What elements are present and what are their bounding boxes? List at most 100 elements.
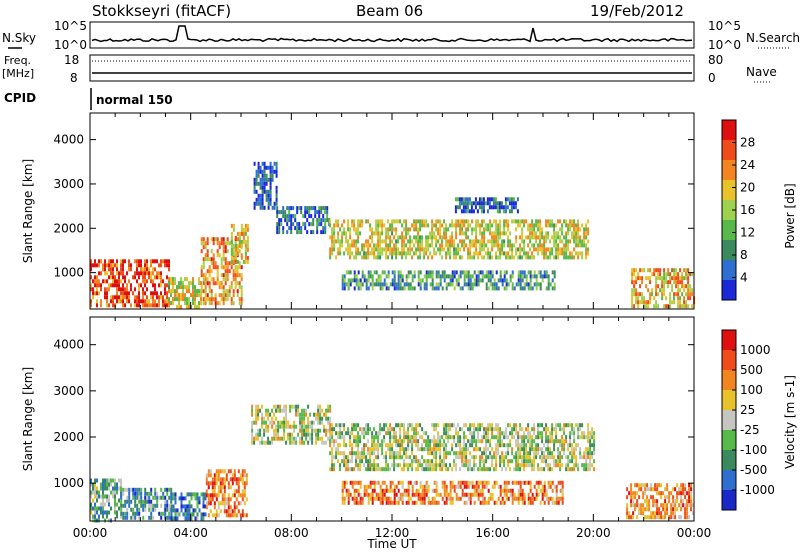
- heatmap-cell: [379, 231, 382, 236]
- heatmap-cell: [506, 205, 509, 210]
- x-tick-label: 12:00: [375, 526, 410, 540]
- heatmap-cell: [226, 269, 229, 274]
- heatmap-cell: [563, 439, 566, 444]
- heatmap-cell: [517, 496, 520, 501]
- heatmap-cell: [212, 261, 215, 266]
- heatmap-cell: [128, 259, 130, 264]
- heatmap-cell: [525, 278, 528, 283]
- heatmap-cell: [339, 239, 342, 244]
- heatmap-cell: [449, 484, 452, 489]
- heatmap-cell: [535, 286, 538, 291]
- heatmap-cell: [150, 295, 152, 300]
- heatmap-cell: [142, 507, 145, 512]
- heatmap-cell: [507, 496, 510, 501]
- heatmap-cell: [104, 287, 106, 292]
- heatmap-cell: [158, 299, 160, 304]
- heatmap-cell: [495, 235, 498, 240]
- heatmap-cell: [353, 270, 356, 275]
- heatmap-cell: [531, 223, 534, 228]
- heatmap-cell: [473, 278, 476, 283]
- heatmap-cell: [674, 507, 677, 512]
- heatmap-cell: [116, 287, 118, 292]
- heatmap-cell: [94, 482, 96, 487]
- heatmap-cell: [355, 282, 358, 287]
- heatmap-cell: [237, 493, 240, 498]
- heatmap-cell: [168, 301, 170, 306]
- heatmap-cell: [638, 487, 641, 492]
- heatmap-cell: [379, 484, 382, 489]
- heatmap-cell: [483, 435, 486, 440]
- heatmap-cell: [194, 285, 196, 290]
- heatmap-cell: [463, 484, 466, 489]
- heatmap-cell: [397, 451, 400, 456]
- heatmap-cell: [245, 497, 248, 502]
- heatmap-cell: [233, 513, 236, 518]
- heatmap-cell: [369, 427, 372, 432]
- heatmap-cell: [176, 516, 179, 521]
- heatmap-cell: [511, 459, 514, 464]
- heatmap-cell: [535, 247, 538, 252]
- heatmap-cell: [269, 201, 272, 206]
- heatmap-cell: [140, 299, 142, 304]
- heatmap-cell: [423, 274, 426, 279]
- heatmap-cell: [415, 427, 418, 432]
- heatmap-cell: [160, 271, 162, 276]
- heatmap-cell: [688, 499, 691, 504]
- heatmap-cell: [295, 440, 298, 445]
- heatmap-cell: [565, 423, 568, 428]
- heatmap-cell: [543, 455, 546, 460]
- heatmap-cell: [194, 297, 196, 302]
- heatmap-cell: [462, 205, 465, 210]
- heatmap-cell: [269, 165, 272, 170]
- heatmap-cell: [219, 509, 222, 514]
- heatmap-cell: [473, 435, 476, 440]
- heatmap-cell: [104, 291, 106, 296]
- heatmap-cell: [367, 431, 370, 436]
- heatmap-cell: [437, 219, 440, 224]
- heatmap-cell: [523, 463, 526, 468]
- heatmap-cell: [465, 270, 468, 275]
- heatmap-cell: [329, 223, 332, 228]
- heatmap-cell: [230, 231, 233, 236]
- heatmap-cell: [525, 435, 528, 440]
- heatmap-cell: [509, 239, 512, 244]
- heatmap-cell: [331, 467, 334, 472]
- heatmap-cell: [339, 427, 342, 432]
- heatmap-cell: [329, 235, 332, 240]
- heatmap-cell: [211, 485, 214, 490]
- heatmap-cell: [116, 514, 118, 519]
- heatmap-cell: [285, 412, 288, 417]
- heatmap-cell: [351, 251, 354, 256]
- heatmap-cell: [419, 235, 422, 240]
- heatmap-cell: [497, 435, 500, 440]
- colorbar-tick-label: 1000: [740, 343, 771, 357]
- heatmap-cell: [399, 451, 402, 456]
- heatmap-cell: [238, 301, 241, 306]
- heatmap-cell: [529, 463, 532, 468]
- heatmap-cell: [216, 281, 219, 286]
- heatmap-cell: [335, 455, 338, 460]
- heatmap-cell: [227, 497, 230, 502]
- heatmap-cell: [469, 451, 472, 456]
- heatmap-cell: [144, 491, 147, 496]
- heatmap-cell: [447, 239, 450, 244]
- heatmap-cell: [221, 469, 224, 474]
- heatmap-cell: [273, 412, 276, 417]
- heatmap-cell: [403, 492, 406, 497]
- heatmap-cell: [433, 223, 436, 228]
- heatmap-cell: [549, 223, 552, 228]
- colorbar-tick-label: 16: [740, 203, 755, 217]
- heatmap-cell: [683, 304, 686, 309]
- heatmap-cell: [158, 271, 160, 276]
- heatmap-cell: [234, 259, 237, 264]
- heatmap-cell: [275, 432, 278, 437]
- heatmap-cell: [313, 420, 316, 425]
- heatmap-cell: [200, 516, 203, 521]
- heatmap-cell: [500, 205, 503, 210]
- heatmap-cell: [409, 286, 412, 291]
- heatmap-cell: [587, 231, 590, 236]
- heatmap-cell: [205, 501, 208, 506]
- heatmap-cell: [90, 267, 92, 272]
- heatmap-cell: [379, 467, 382, 472]
- heatmap-cell: [648, 499, 651, 504]
